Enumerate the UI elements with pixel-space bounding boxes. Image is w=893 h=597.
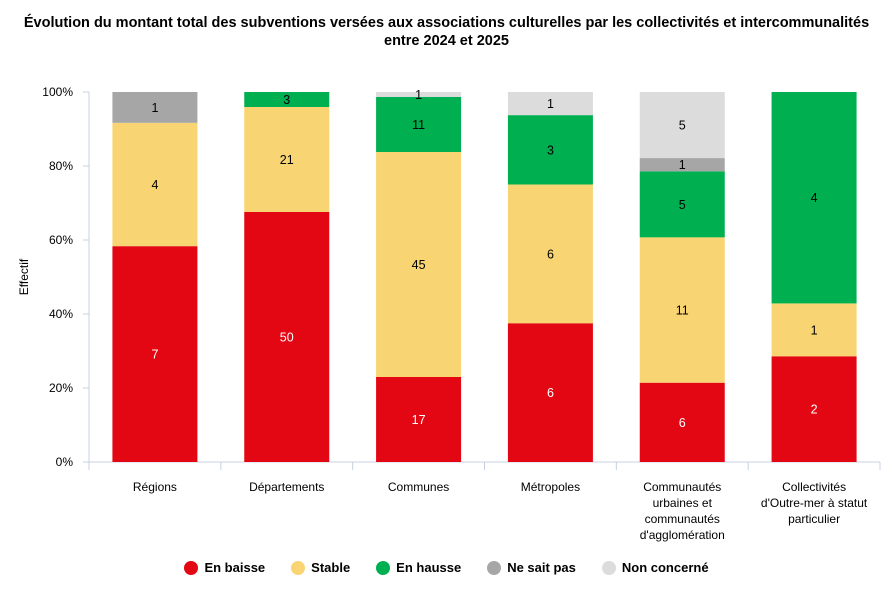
x-tick-label: Métropoles: [521, 480, 580, 494]
legend-item[interactable]: En hausse: [376, 560, 461, 575]
data-label: 5: [679, 119, 686, 133]
y-tick-label: 20%: [49, 381, 73, 395]
data-label: 7: [151, 348, 158, 362]
bar-segment: [244, 92, 330, 107]
data-label: 6: [547, 247, 554, 261]
chart-title-line-2: entre 2024 et 2025: [384, 33, 509, 49]
y-axis-label: Effectif: [17, 258, 31, 295]
data-label: 17: [412, 413, 426, 427]
data-label: 11: [676, 304, 689, 318]
legend-item[interactable]: Non concerné: [601, 560, 709, 575]
data-label: 11: [412, 118, 425, 132]
bar-segment: [112, 122, 198, 247]
chart-title-line-1: Évolution du montant total des subventio…: [23, 15, 870, 31]
y-tick-label: 0%: [56, 455, 74, 469]
bar-segment: [112, 92, 198, 123]
legend-label: Non concerné: [621, 560, 709, 575]
legend-label: En hausse: [396, 560, 462, 575]
bar-segment: [507, 323, 593, 462]
data-label: 1: [679, 158, 686, 172]
legend-item[interactable]: En baisse: [184, 560, 265, 575]
data-label: 4: [811, 191, 818, 205]
data-label: 5: [679, 198, 686, 212]
data-label: 1: [415, 88, 422, 102]
x-tick-label: Départements: [249, 480, 324, 494]
legend-item[interactable]: Ne sait pas: [487, 560, 576, 575]
y-tick-label: 40%: [49, 307, 73, 321]
x-tick-label: Collectivités d'Outre-mer à statut particu…: [761, 480, 868, 526]
bar-segment: [244, 107, 330, 212]
data-label: 21: [280, 153, 294, 167]
legend-label: Ne sait pas: [507, 560, 576, 575]
bar-segment: [507, 115, 593, 185]
data-label: 6: [679, 416, 686, 430]
data-label: 2: [811, 403, 818, 417]
data-label: 3: [547, 143, 554, 157]
bar-segment: [507, 184, 593, 324]
bar-segment: [112, 246, 198, 462]
bar-segment: [639, 237, 725, 383]
bar-segment: [507, 92, 593, 116]
data-label: 3: [283, 93, 290, 107]
x-tick-label: Communes: [388, 480, 449, 494]
data-label: 1: [547, 97, 554, 111]
bar-segment: [639, 171, 725, 238]
chart-legend: En baisse Stable En hausse Ne sait pas Non c…: [0, 560, 893, 575]
bar-segment: [376, 152, 462, 377]
bar-segment: [244, 212, 330, 462]
data-label: 4: [151, 178, 158, 192]
bar-segment: [376, 97, 462, 152]
y-tick-label: 80%: [49, 159, 73, 173]
legend-swatch: [601, 560, 616, 575]
legend-swatch: [487, 560, 502, 575]
data-label: 50: [280, 331, 294, 345]
bar-segment: [639, 382, 725, 462]
legend-swatch: [376, 560, 391, 575]
data-label: 45: [412, 258, 426, 272]
bar-segment: [639, 92, 725, 159]
legend-item[interactable]: Stable: [291, 560, 350, 575]
chart-title: Évolution du montant total des subventio…: [0, 14, 893, 50]
y-tick-label: 60%: [49, 233, 73, 247]
legend-label: En baisse: [204, 560, 266, 575]
bar-segment: [376, 377, 462, 462]
bar-segment: [376, 92, 462, 97]
y-tick-label: 100%: [42, 85, 73, 99]
x-tick-label: Communautés urbaines et communautés d'agglo…: [640, 480, 725, 542]
data-label: 1: [811, 323, 818, 337]
bar-segment: [771, 303, 857, 357]
bar-segment: [771, 92, 857, 304]
bar-segment: [639, 158, 725, 172]
data-label: 1: [151, 101, 158, 115]
legend-swatch: [291, 560, 306, 575]
bar-segment: [771, 356, 857, 462]
legend-label: Stable: [311, 560, 351, 575]
data-label: 6: [547, 386, 554, 400]
legend-swatch: [184, 560, 199, 575]
x-tick-label: Régions: [133, 480, 177, 494]
